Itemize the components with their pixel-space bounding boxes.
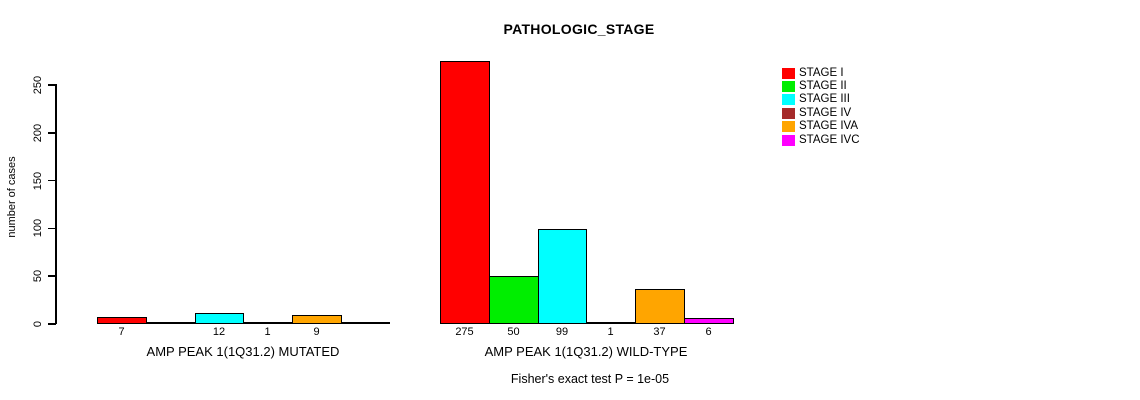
legend-label: STAGE III — [799, 93, 850, 106]
bar-value-label: 275 — [455, 326, 474, 338]
y-tick — [48, 227, 56, 230]
y-tick — [48, 275, 56, 277]
bar-stage-ii — [489, 276, 539, 324]
y-tick — [48, 84, 56, 86]
y-tick — [48, 132, 56, 134]
legend-swatch — [782, 134, 795, 146]
y-tick-label: 100 — [32, 219, 44, 238]
legend-label: STAGE I — [799, 66, 844, 79]
bar-stage-iv — [586, 322, 636, 324]
bar-value-label: 99 — [555, 326, 569, 338]
bar-value-label: 9 — [313, 326, 320, 338]
bar-stage-i — [97, 317, 147, 324]
legend-swatch — [782, 121, 795, 133]
y-tick-label: 250 — [32, 75, 44, 95]
bar-value-label: 7 — [118, 326, 125, 338]
y-tick-label: 0 — [32, 320, 44, 328]
y-tick — [48, 179, 56, 182]
bar-value-label: 37 — [653, 326, 666, 338]
y-axis-label: number of cases — [6, 156, 18, 238]
legend-label: STAGE IV — [799, 106, 852, 119]
bar-value-label: 50 — [507, 326, 520, 338]
legend-swatch — [782, 67, 795, 79]
y-tick-label: 150 — [32, 171, 44, 190]
fisher-test-annotation: Fisher's exact test P = 1e-05 — [510, 372, 670, 386]
x-group-label-wildtype: AMP PEAK 1(1Q31.2) WILD-TYPE — [484, 344, 688, 359]
chart-title: PATHOLOGIC_STAGE — [503, 21, 655, 37]
legend-label: STAGE II — [799, 79, 847, 92]
bar-value-label: 12 — [212, 326, 226, 338]
bar-stage-ivc — [684, 318, 734, 324]
y-tick-label: 200 — [32, 123, 44, 142]
bar-stage-iv — [243, 322, 293, 324]
bar-value-label: 1 — [264, 326, 271, 338]
legend-swatch — [782, 107, 795, 119]
x-group-label-mutated: AMP PEAK 1(1Q31.2) MUTATED — [146, 344, 340, 359]
bar-value-label: 1 — [607, 326, 614, 338]
legend-label: STAGE IVA — [799, 120, 859, 133]
bar-stage-iii — [538, 229, 587, 324]
legend-label: STAGE IVC — [799, 133, 860, 146]
bar-stage-iva — [635, 289, 685, 324]
bar-stage-iii — [195, 313, 244, 324]
legend-swatch — [782, 80, 795, 92]
bar-stage-iva — [292, 315, 342, 324]
bar-value-label: 6 — [705, 326, 712, 338]
y-tick-label: 50 — [32, 270, 44, 283]
y-tick — [48, 323, 56, 325]
y-axis-line — [55, 84, 57, 324]
bar-stage-i — [440, 61, 490, 324]
legend-swatch — [782, 94, 795, 106]
